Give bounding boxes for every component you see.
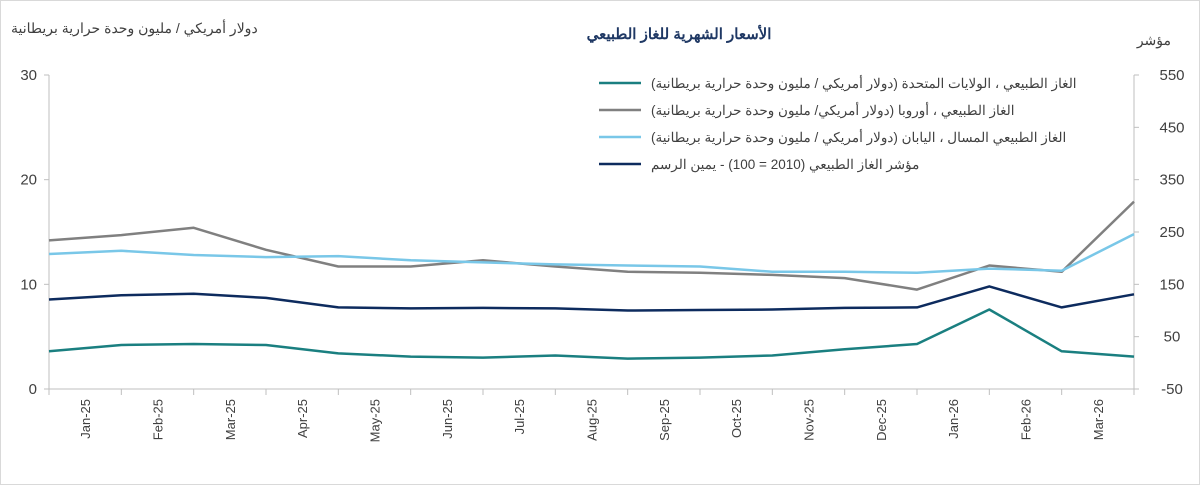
left-tick-label: 0 [29,381,37,398]
x-tick-label: Feb-25 [151,399,166,440]
right-axis-unit: مؤشر [1136,32,1171,49]
x-tick-label: May-25 [368,399,383,442]
legend-label-1: الغاز الطبيعي ، أوروبا (دولار أمريكي/ مل… [651,100,1015,119]
x-tick-label: Apr-25 [295,399,310,438]
series-line-3 [48,285,1135,312]
left-tick-label: 20 [20,172,37,189]
x-tick-label: Mar-26 [1091,399,1106,440]
x-tick-label: Jan-26 [946,399,961,439]
x-tick-label: Sep-25 [657,399,672,441]
axes: 0 10 20 30 -50 50 150 250 350 450 550 Jan-25 Feb-25 M… [20,67,1184,442]
series-layer [48,200,1135,360]
x-tick-label: Jul-25 [512,399,527,434]
legend-label-0: الغاز الطبيعي ، الولايات المتحدة (دولار … [651,73,1077,92]
series-line-0 [48,308,1135,360]
legend: الغاز الطبيعي ، الولايات المتحدة (دولار … [599,73,1077,173]
x-tick-label: Nov-25 [802,399,817,441]
right-tick-label: 550 [1159,67,1184,84]
legend-label-2: الغاز الطبيعي المسال ، اليابان (دولار أم… [651,127,1066,146]
x-tick-label: Dec-25 [874,399,889,441]
x-tick-label: Jun-25 [440,399,455,439]
right-tick-label: -50 [1161,381,1183,398]
x-tick-label: Mar-25 [223,399,238,440]
x-tick-label: Aug-25 [585,399,600,441]
x-tick-label: Jan-25 [78,399,93,439]
x-tick-label: Feb-26 [1019,399,1034,440]
chart-title: الأسعار الشهرية للغاز الطبيعي [587,24,772,44]
left-tick-label: 10 [20,276,37,293]
x-tick-label: Oct-25 [729,399,744,438]
right-tick-label: 450 [1159,119,1184,136]
right-tick-label: 150 [1159,276,1184,293]
left-tick-label: 30 [20,67,37,84]
left-axis-unit: دولار أمريكي / مليون وحدة حرارية بريطاني… [11,18,258,37]
series-line-1 [48,200,1135,291]
right-tick-label: 350 [1159,172,1184,189]
right-tick-label: 250 [1159,224,1184,241]
series-line-2 [48,232,1135,275]
right-tick-label: 50 [1164,329,1181,346]
legend-label-3: مؤشر الغاز الطبيعي (2010 = 100) - يمين ا… [651,157,919,173]
